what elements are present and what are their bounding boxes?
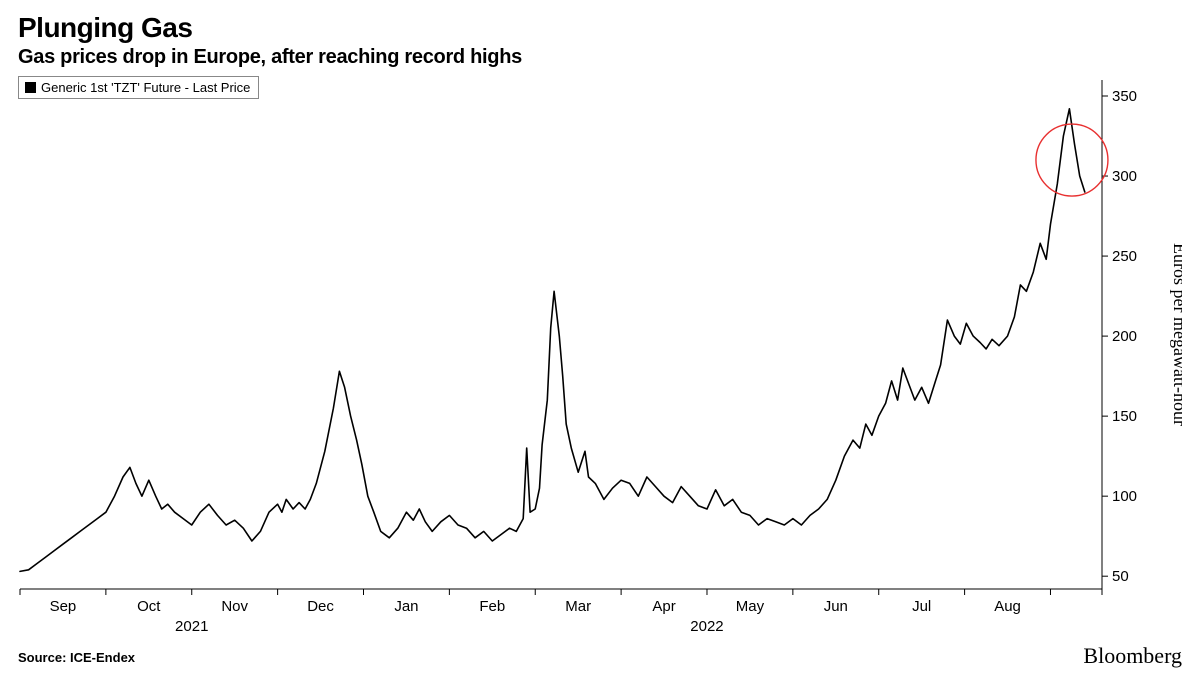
x-tick-label: Jan [394, 598, 418, 615]
y-tick-label: 350 [1112, 88, 1137, 105]
highlight-circle [1036, 124, 1108, 196]
x-tick-label: Jun [824, 598, 848, 615]
chart-legend: Generic 1st 'TZT' Future - Last Price [18, 76, 259, 99]
chart-subtitle: Gas prices drop in Europe, after reachin… [18, 46, 1182, 69]
x-tick-label: Sep [50, 598, 77, 615]
chart-svg: Sep Oct Nov Dec Jan Feb Mar Apr May Jun Jul Aug 2021… [18, 76, 1182, 641]
y-tick-label: 100 [1112, 488, 1137, 505]
chart-container: Plunging Gas Gas prices drop in Europe, … [0, 0, 1200, 675]
x-year-label: 2021 [175, 618, 208, 635]
x-tick-label: Aug [994, 598, 1021, 615]
chart-plot-area: Sep Oct Nov Dec Jan Feb Mar Apr May Jun Jul Aug 2021… [18, 76, 1182, 641]
y-tick-label: 50 [1112, 568, 1129, 585]
x-tick-label: May [736, 598, 765, 615]
source-prefix: Source: [18, 650, 70, 665]
x-tick-label: Jul [912, 598, 931, 615]
legend-swatch [25, 82, 36, 93]
x-tick-label: Nov [221, 598, 248, 615]
x-tick-label: Oct [137, 598, 161, 615]
x-tick-label: Apr [652, 598, 675, 615]
legend-label: Generic 1st 'TZT' Future - Last Price [41, 80, 250, 95]
price-line [20, 109, 1085, 572]
chart-source: Source: ICE-Endex [18, 650, 135, 665]
y-axis-title: Euros per megawatt-hour [1170, 243, 1182, 426]
brand-label: Bloomberg [1083, 643, 1182, 669]
y-tick-label: 300 [1112, 168, 1137, 185]
chart-title: Plunging Gas [18, 12, 1182, 44]
y-tick-label: 250 [1112, 248, 1137, 265]
x-tick-label: Mar [565, 598, 591, 615]
x-year-label: 2022 [690, 618, 723, 635]
x-tick-label: Feb [479, 598, 505, 615]
source-name: ICE-Endex [70, 650, 135, 665]
y-tick-label: 200 [1112, 328, 1137, 345]
x-tick-label: Dec [307, 598, 334, 615]
y-tick-label: 150 [1112, 408, 1137, 425]
